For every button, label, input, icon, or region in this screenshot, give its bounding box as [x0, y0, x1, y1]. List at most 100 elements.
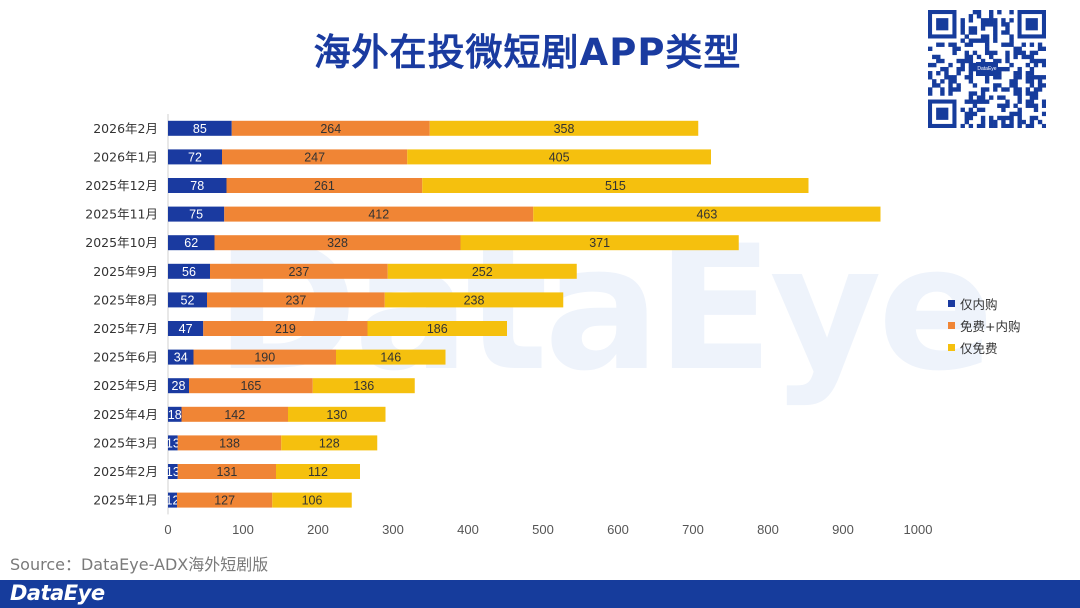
data-label: 190	[254, 351, 275, 365]
qr-module	[1013, 79, 1018, 84]
data-label: 328	[327, 236, 348, 250]
qr-code-pattern	[928, 10, 1047, 129]
qr-module	[984, 46, 990, 51]
qr-module	[980, 87, 986, 92]
qr-module	[997, 66, 1002, 72]
qr-module	[964, 58, 969, 64]
qr-module	[1017, 46, 1022, 51]
data-label: 78	[190, 179, 204, 193]
qr-module	[940, 79, 945, 84]
bar-segment	[288, 406, 386, 422]
qr-module	[952, 50, 957, 56]
qr-module	[968, 26, 974, 31]
qr-module	[989, 115, 994, 121]
qr-module	[960, 38, 965, 43]
qr-module	[928, 46, 933, 51]
qr-module	[956, 58, 961, 64]
qr-module	[984, 50, 990, 56]
qr-code: DataEye	[928, 10, 1047, 129]
bar-segment	[387, 263, 577, 279]
qr-module	[976, 107, 982, 113]
qr-module	[968, 115, 974, 121]
qr-module	[980, 119, 986, 125]
qr-module	[964, 119, 969, 125]
qr-module	[960, 30, 965, 35]
bar-segment	[281, 435, 378, 451]
data-label: 515	[605, 179, 626, 193]
qr-module	[1017, 66, 1022, 72]
qr-module	[984, 87, 990, 92]
data-label: 186	[427, 322, 448, 336]
qr-module	[1041, 99, 1047, 104]
qr-module	[1029, 91, 1035, 96]
qr-module	[1029, 58, 1035, 64]
qr-module	[968, 66, 974, 72]
footer-logo: DataEye	[10, 581, 105, 605]
qr-module	[1009, 18, 1014, 23]
qr-module	[964, 50, 969, 56]
qr-module	[1021, 50, 1026, 56]
qr-module	[1029, 54, 1035, 60]
qr-module	[1001, 115, 1006, 121]
qr-module	[1041, 103, 1047, 108]
data-label: 247	[304, 150, 325, 164]
qr-module	[984, 75, 990, 80]
qr-module	[1017, 107, 1022, 113]
bar-segment	[168, 149, 222, 165]
qr-module	[1001, 119, 1006, 125]
qr-module	[1017, 71, 1022, 76]
qr-logo: DataEye	[976, 62, 998, 76]
x-tick-label: 600	[607, 522, 629, 537]
bar-segment	[193, 349, 336, 365]
bar-segment	[214, 235, 461, 251]
data-label: 261	[314, 179, 335, 193]
bar-segment	[181, 406, 288, 422]
qr-module	[1001, 95, 1006, 100]
qr-module	[972, 111, 978, 117]
qr-module	[1029, 115, 1035, 121]
qr-module	[940, 58, 945, 64]
qr-module	[1009, 123, 1014, 129]
qr-module	[948, 83, 953, 88]
qr-module	[928, 75, 933, 80]
bar-segment	[272, 492, 352, 508]
data-label: 142	[224, 408, 245, 422]
qr-module	[1001, 42, 1006, 47]
qr-module	[984, 22, 990, 27]
qr-module	[972, 10, 978, 15]
qr-module	[1029, 83, 1035, 88]
bar-segment	[422, 178, 809, 193]
bar-segment	[168, 206, 225, 222]
bar-segment	[384, 292, 564, 308]
data-label: 264	[320, 122, 341, 136]
qr-module	[968, 42, 974, 47]
qr-module	[972, 50, 978, 56]
qr-module	[1025, 123, 1031, 129]
x-tick-label: 800	[757, 522, 779, 537]
qr-module	[1037, 83, 1043, 88]
qr-module	[948, 87, 953, 92]
qr-module	[1009, 83, 1014, 88]
x-tick-label: 700	[682, 522, 704, 537]
qr-module	[952, 79, 957, 84]
qr-module	[1017, 95, 1022, 100]
qr-module	[993, 38, 998, 43]
qr-module	[1005, 58, 1010, 64]
qr-module	[1029, 66, 1035, 72]
qr-module	[928, 62, 933, 68]
data-label: 358	[554, 122, 575, 136]
qr-module	[1005, 54, 1010, 60]
x-tick-label: 1000	[904, 522, 933, 537]
qr-module	[968, 62, 974, 68]
qr-module	[1017, 111, 1022, 117]
qr-module	[948, 62, 953, 68]
qr-module	[1037, 79, 1043, 84]
qr-module	[948, 75, 953, 80]
qr-module	[956, 71, 961, 76]
qr-module	[1013, 111, 1018, 117]
qr-module	[964, 34, 969, 39]
qr-module	[1029, 123, 1035, 129]
qr-module	[1009, 79, 1014, 84]
bar-segment	[336, 349, 446, 365]
qr-module	[989, 22, 994, 27]
